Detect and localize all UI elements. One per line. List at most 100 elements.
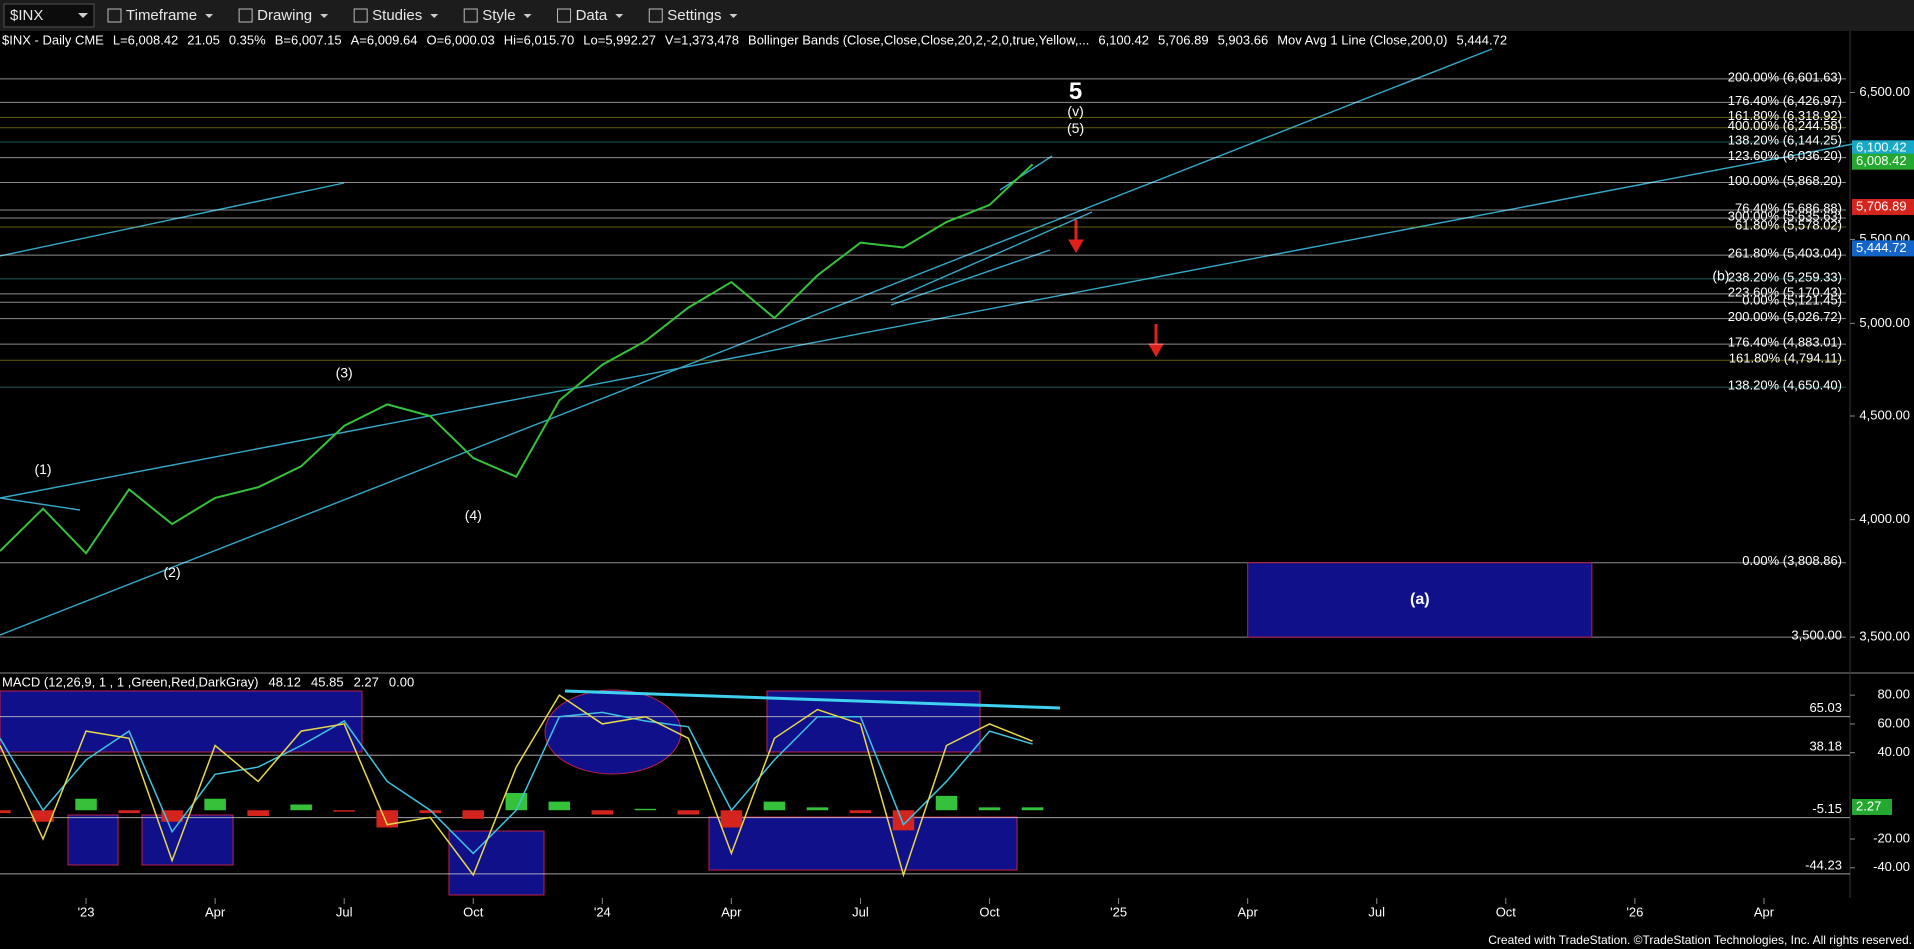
- macd-histogram-bar: [677, 810, 700, 815]
- fib-label: 200.00% (5,026.72): [1728, 309, 1842, 324]
- wave-label: (4): [465, 507, 482, 523]
- macd-tag-label: 2.27: [1856, 798, 1881, 813]
- header-readout: B=6,007.15: [275, 32, 342, 47]
- fib-label: 161.80% (6,318.92): [1728, 108, 1842, 123]
- fib-label: 161.80% (4,794.11): [1729, 351, 1842, 366]
- macd-drawings: [0, 689, 1061, 896]
- macd-level-label: -5.15: [1812, 801, 1842, 816]
- y-tick-label: 4,000.00: [1859, 511, 1910, 526]
- x-tick-label: '25: [1110, 904, 1127, 919]
- wave-label: (b): [1712, 268, 1729, 284]
- trendline: [0, 182, 345, 257]
- symbol-dropdown[interactable]: [78, 13, 88, 18]
- y-tick-label: -20.00: [1873, 830, 1910, 845]
- macd-readout: 45.85: [311, 674, 344, 689]
- toolbar-icon[interactable]: [238, 8, 253, 23]
- toolbar-dropdown[interactable]: [615, 14, 624, 18]
- x-tick-label: Oct: [463, 904, 484, 919]
- toolbar-button[interactable]: Drawing: [257, 7, 312, 24]
- wave-label: (2): [164, 564, 181, 580]
- macd-histogram-bar: [1021, 807, 1044, 811]
- toolbar-button[interactable]: Settings: [667, 7, 721, 24]
- fib-label: 123.60% (6,036.20): [1728, 148, 1842, 163]
- header-readout: $INX - Daily CME: [2, 32, 104, 47]
- trendline: [0, 497, 81, 511]
- macd-line: [0, 694, 1033, 878]
- wave-label: (v): [1067, 103, 1083, 119]
- x-tick-label: '23: [78, 904, 95, 919]
- fib-label: 100.00% (5,868.20): [1728, 173, 1842, 188]
- toolbar-button[interactable]: Timeframe: [126, 7, 197, 24]
- toolbar-dropdown[interactable]: [430, 14, 439, 18]
- divergence-line: [564, 689, 1061, 710]
- trendline: [999, 155, 1053, 191]
- wave-label: (5): [1067, 120, 1084, 136]
- macd-histogram-bar: [935, 795, 958, 811]
- price-tag-label: 5,706.89: [1856, 198, 1907, 213]
- symbol-input[interactable]: $INX: [10, 7, 43, 24]
- price-tag-label: 6,008.42: [1856, 153, 1907, 168]
- fib-label: 238.20% (5,259.33): [1728, 269, 1842, 284]
- toolbar-icon[interactable]: [648, 8, 663, 23]
- macd-histogram-bar: [634, 808, 657, 811]
- toolbar-button[interactable]: Data: [576, 7, 608, 24]
- macd-histogram-bar: [0, 810, 11, 814]
- macd-histogram-bar: [118, 810, 140, 814]
- macd-histogram-bar: [720, 810, 743, 828]
- x-tick-label: Apr: [205, 904, 226, 919]
- macd-histogram-bar: [849, 810, 872, 814]
- y-tick-label: 3,500.00: [1859, 629, 1910, 644]
- signal-line: [0, 711, 1033, 855]
- fib-label: 0.00% (5,121.45): [1742, 293, 1842, 308]
- price-line: [0, 163, 1034, 555]
- toolbar-dropdown[interactable]: [729, 14, 738, 18]
- toolbar-icon[interactable]: [557, 8, 572, 23]
- arrows: [1068, 220, 1164, 357]
- trendline: [0, 48, 1493, 636]
- toolbar-icon[interactable]: [463, 8, 478, 23]
- y-tick-label: -40.00: [1873, 859, 1910, 874]
- macd-level-label: -44.23: [1805, 857, 1842, 872]
- wave-label: 5: [1069, 78, 1082, 105]
- x-tick-label: Jul: [336, 904, 353, 919]
- macd-readout: 48.12: [268, 674, 301, 689]
- macd-box: [448, 830, 545, 896]
- macd-ellipse: [544, 689, 682, 775]
- fib-label: 176.40% (6,426.97): [1728, 93, 1842, 108]
- macd-histogram-bar: [333, 810, 355, 812]
- y-tick-label: 6,500.00: [1859, 84, 1910, 99]
- fib-label: 76.40% (5,686.88): [1735, 200, 1842, 215]
- trendlines: [0, 48, 1854, 636]
- toolbar-icon[interactable]: [107, 8, 122, 23]
- toolbar-button[interactable]: Studies: [372, 7, 422, 24]
- macd-box: [141, 814, 234, 866]
- toolbar-dropdown[interactable]: [320, 14, 329, 18]
- arrow-head: [1068, 239, 1084, 253]
- macd-histogram-bar: [763, 801, 786, 811]
- price-tag: [1852, 153, 1914, 170]
- toolbar-dropdown[interactable]: [523, 14, 532, 18]
- toolbar-button[interactable]: Style: [482, 7, 515, 24]
- symbol-box[interactable]: [3, 3, 95, 28]
- macd-histogram-bar: [75, 798, 97, 811]
- macd-histogram-bar: [161, 810, 183, 822]
- toolbar-icon[interactable]: [353, 8, 368, 23]
- price-tag-label: 6,100.42: [1856, 140, 1907, 155]
- x-tick-label: '24: [594, 904, 611, 919]
- toolbar-bg: [0, 0, 1914, 31]
- macd-histogram-bar: [419, 810, 441, 814]
- x-tick-label: '26: [1626, 904, 1643, 919]
- box-label: (a): [1410, 591, 1430, 608]
- toolbar-dropdown[interactable]: [205, 14, 214, 18]
- x-tick-label: Jul: [852, 904, 869, 919]
- trendline: [890, 249, 1051, 306]
- y-tick-label: 40.00: [1877, 744, 1910, 759]
- fib-label: 138.20% (4,650.40): [1728, 378, 1842, 393]
- y-tick-label: 5,000.00: [1859, 315, 1910, 330]
- macd-level-label: 38.18: [1809, 739, 1842, 754]
- macd-histogram-bar: [892, 810, 915, 831]
- macd-histogram-bar: [548, 801, 571, 811]
- fib-label: 400.00% (6,244.58): [1728, 118, 1842, 133]
